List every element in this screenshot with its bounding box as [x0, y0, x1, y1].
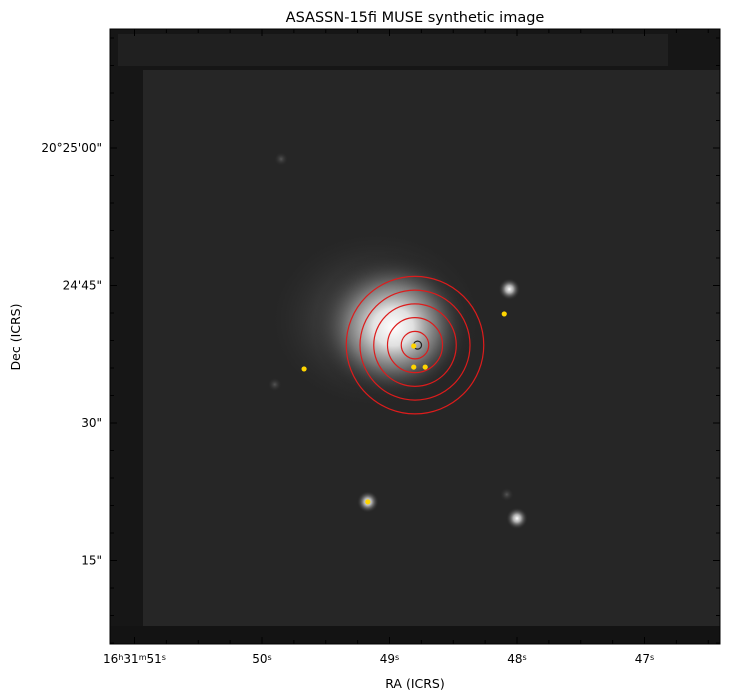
ra-tick-label: 47s [635, 652, 654, 666]
aperture-circle-1 [400, 330, 430, 360]
dec-tick-label: 20°25'00" [41, 141, 102, 155]
image-bottom-band [110, 626, 720, 644]
ra-tick-label: 16h31m51s [103, 652, 166, 666]
plot-frame [109, 28, 721, 645]
aperture-circle-3 [373, 303, 457, 387]
ra-tick-label: 49s [380, 652, 399, 666]
image-top-band [118, 34, 668, 66]
catalog-point-4 [301, 366, 307, 372]
star-south-right [506, 507, 528, 530]
point-sources [266, 151, 528, 530]
x-axis-label: RA (ICRS) [385, 676, 445, 691]
host-galaxy-glow [256, 220, 497, 421]
catalog-point-2 [411, 364, 417, 370]
star-northwest [273, 151, 290, 168]
region-overlays [301, 275, 507, 505]
aperture-circle-4 [359, 289, 471, 401]
catalog-point-1 [411, 343, 417, 349]
figure-title: ASASSN-15fi MUSE synthetic image [286, 10, 545, 26]
aperture-circle-5 [345, 275, 485, 415]
catalog-point-5 [501, 311, 507, 317]
star-east-upper [498, 278, 521, 301]
aperture-circle-2 [386, 316, 444, 374]
host-galaxy-core [313, 252, 474, 403]
catalog-point-6 [365, 499, 371, 505]
dec-tick-label: 24'45" [63, 279, 102, 293]
star-south-small [498, 486, 515, 503]
axes: 16h31m51s 50s 49s 48s 47s 20°25'00" 24'45" 30" 1… [41, 29, 720, 666]
y-axis-label: Dec (ICRS) [8, 304, 23, 371]
ra-tick-label: 50s [252, 652, 271, 666]
dec-tick-label: 30" [81, 416, 102, 430]
catalog-point-3 [422, 364, 428, 370]
muse-synthetic-image [110, 29, 720, 644]
ra-tick-label: 48s [507, 652, 526, 666]
dec-tick-label: 15" [81, 554, 102, 568]
star-west-mid [266, 376, 283, 393]
